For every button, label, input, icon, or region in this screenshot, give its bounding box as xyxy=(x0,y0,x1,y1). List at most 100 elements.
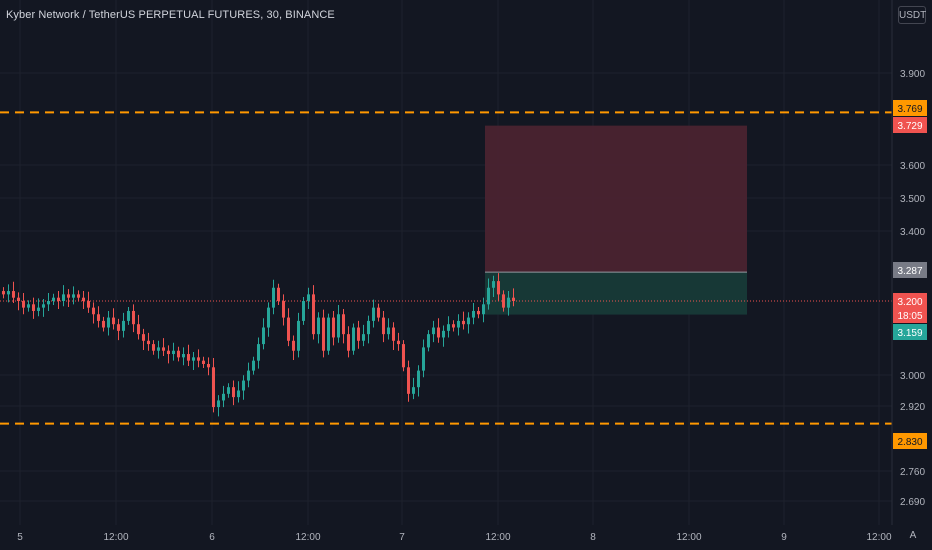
candle-body xyxy=(72,294,75,298)
candle-body xyxy=(152,344,155,351)
candle-body xyxy=(252,360,255,371)
candle-body xyxy=(337,314,340,338)
time-axis[interactable]: 5 12:00 6 12:00 7 12:00 8 12:00 9 12:00 xyxy=(17,532,892,543)
candle-body xyxy=(182,354,185,358)
price-label: 3.769 xyxy=(897,104,922,115)
candle-body xyxy=(487,287,490,305)
candle-body xyxy=(117,324,120,331)
candle-body xyxy=(157,347,160,351)
candle-body xyxy=(167,350,170,355)
candle-body xyxy=(467,317,470,325)
x-tick-label: 7 xyxy=(399,532,405,543)
candle-body xyxy=(57,297,60,301)
candle-body xyxy=(437,327,440,338)
chart-grid xyxy=(0,0,892,525)
price-label: 2.830 xyxy=(897,437,922,448)
candle-body xyxy=(257,344,260,361)
candle-body xyxy=(227,387,230,394)
candle-body xyxy=(107,317,110,328)
candle-body xyxy=(37,307,40,311)
candle-body xyxy=(2,291,5,295)
horizontal-levels[interactable] xyxy=(0,111,892,425)
candle-body xyxy=(342,314,345,335)
candle-body xyxy=(242,380,245,391)
candle-body xyxy=(462,320,465,325)
candle-body xyxy=(147,340,150,345)
price-label: 3.729 xyxy=(897,121,922,132)
x-tick-label: 12:00 xyxy=(866,532,891,543)
y-tick-label: 3.500 xyxy=(900,194,925,205)
candle-body xyxy=(217,400,220,408)
price-label-bg xyxy=(893,324,927,340)
candle-body xyxy=(272,287,275,308)
take-profit-zone[interactable] xyxy=(485,272,747,315)
candle-body xyxy=(387,327,390,335)
candle-body xyxy=(82,297,85,301)
price-label-bg xyxy=(893,100,927,116)
candle-body xyxy=(377,307,380,318)
candle-body xyxy=(457,320,460,328)
candle-body xyxy=(77,294,80,298)
candle-body xyxy=(427,334,430,348)
stop-loss-zone[interactable] xyxy=(485,125,747,273)
candle-body xyxy=(407,367,410,394)
candle-body xyxy=(332,317,335,338)
candle-body xyxy=(362,334,365,341)
candle-body xyxy=(302,301,305,321)
candle-body xyxy=(277,287,280,301)
y-tick-label: 2.690 xyxy=(900,497,925,508)
candle-body xyxy=(122,320,125,331)
price-labels: 3.769 3.729 3.287 3.200 18:05 3.159 2.830 xyxy=(893,100,927,449)
candle-body xyxy=(432,327,435,335)
candle-body xyxy=(397,340,400,345)
y-tick-label: 2.760 xyxy=(900,467,925,478)
candle-body xyxy=(392,327,395,341)
x-tick-label: 8 xyxy=(590,532,596,543)
y-tick-label: 3.400 xyxy=(900,227,925,238)
candle-body xyxy=(212,367,215,408)
candle-body xyxy=(417,370,420,388)
x-tick-label: 5 xyxy=(17,532,23,543)
candle-body xyxy=(447,324,450,331)
price-label: 3.287 xyxy=(897,266,922,277)
y-tick-label: 3.000 xyxy=(900,371,925,382)
candle-body xyxy=(327,317,330,351)
candle-body xyxy=(177,350,180,358)
x-tick-label: 12:00 xyxy=(103,532,128,543)
price-label-bg xyxy=(893,293,927,309)
auto-scale-button[interactable]: A xyxy=(909,530,917,541)
candle-body xyxy=(307,294,310,301)
candle-body xyxy=(512,297,515,301)
price-axis[interactable]: 3.900 3.600 3.500 3.400 3.000 2.920 2.760 2.690 xyxy=(900,69,925,508)
x-tick-label: 12:00 xyxy=(485,532,510,543)
candle-body xyxy=(317,317,320,335)
candle-body xyxy=(162,347,165,351)
y-tick-label: 3.600 xyxy=(900,161,925,172)
candle-body xyxy=(422,347,425,371)
candle-body xyxy=(97,314,100,321)
candle-body xyxy=(347,334,350,351)
candle-body xyxy=(382,317,385,335)
candle-body xyxy=(42,304,45,308)
candle-body xyxy=(47,301,50,305)
candle-body xyxy=(127,310,130,321)
candle-body xyxy=(112,317,115,325)
price-label-bg xyxy=(893,433,927,449)
candle-body xyxy=(267,307,270,328)
candle-body xyxy=(367,320,370,335)
candle-body xyxy=(202,360,205,364)
candle-body xyxy=(237,390,240,398)
candle-body xyxy=(507,297,510,308)
candle-body xyxy=(372,307,375,321)
y-tick-label: 3.900 xyxy=(900,69,925,80)
candle-body xyxy=(357,327,360,341)
y-tick-label: 2.920 xyxy=(900,402,925,413)
x-tick-label: 6 xyxy=(209,532,215,543)
candle-body xyxy=(352,327,355,351)
currency-button[interactable]: USDT xyxy=(898,6,926,24)
candle-body xyxy=(12,291,15,298)
price-label-bg xyxy=(893,307,927,323)
candle-body xyxy=(222,393,225,401)
candle-body xyxy=(287,317,290,341)
